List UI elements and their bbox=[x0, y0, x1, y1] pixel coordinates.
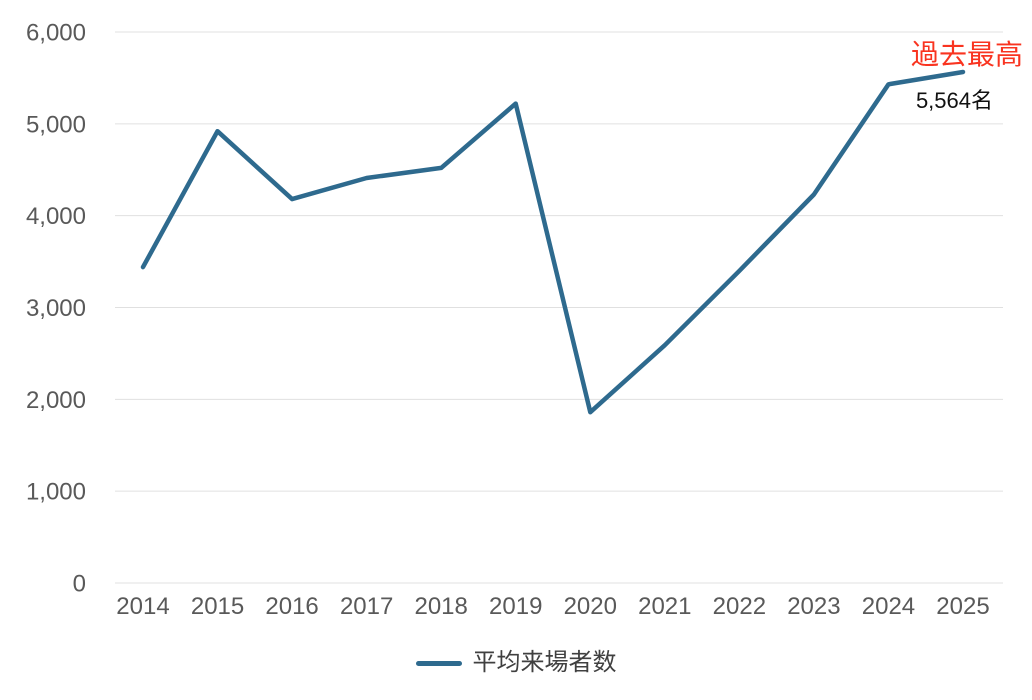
y-axis-tick-label: 2,000 bbox=[26, 387, 86, 414]
legend-line-swatch bbox=[415, 660, 462, 666]
x-axis-tick-label: 2020 bbox=[564, 593, 617, 620]
y-axis-tick-label: 0 bbox=[73, 571, 86, 598]
x-axis-tick-label: 2018 bbox=[414, 593, 467, 620]
y-axis-tick-label: 3,000 bbox=[26, 295, 86, 322]
gridlines bbox=[115, 31, 1003, 584]
y-axis-tick-label: 1,000 bbox=[26, 479, 86, 506]
x-axis-labels: 2014 2015 2016 2017 2018 2019 2020 2021 2022 2023… bbox=[116, 593, 989, 620]
record-high-annotation: 過去最高 bbox=[910, 39, 1023, 70]
x-axis-tick-label: 2024 bbox=[862, 593, 915, 620]
series-line bbox=[140, 69, 966, 415]
x-axis-tick-label: 2021 bbox=[638, 593, 691, 620]
x-axis-tick-label: 2016 bbox=[265, 593, 318, 620]
y-axis-labels: 0 1,000 2,000 3,000 4,000 5,000 6,000 bbox=[26, 20, 86, 598]
legend-label: 平均来場者数 bbox=[472, 649, 617, 676]
last-point-value-label: 5,564名 bbox=[915, 88, 993, 113]
x-axis-tick-label: 2017 bbox=[340, 593, 393, 620]
x-axis-tick-label: 2022 bbox=[713, 593, 766, 620]
y-axis-tick-label: 4,000 bbox=[26, 203, 86, 230]
x-axis-tick-label: 2019 bbox=[489, 593, 542, 620]
y-axis-tick-label: 5,000 bbox=[26, 111, 86, 138]
x-axis-tick-label: 2023 bbox=[787, 593, 840, 620]
legend: 平均来場者数 bbox=[0, 648, 1032, 678]
x-axis-tick-label: 2014 bbox=[116, 593, 169, 620]
x-axis-tick-label: 2015 bbox=[191, 593, 244, 620]
x-axis-tick-label: 2025 bbox=[936, 593, 989, 620]
y-axis-tick-label: 6,000 bbox=[26, 20, 86, 47]
